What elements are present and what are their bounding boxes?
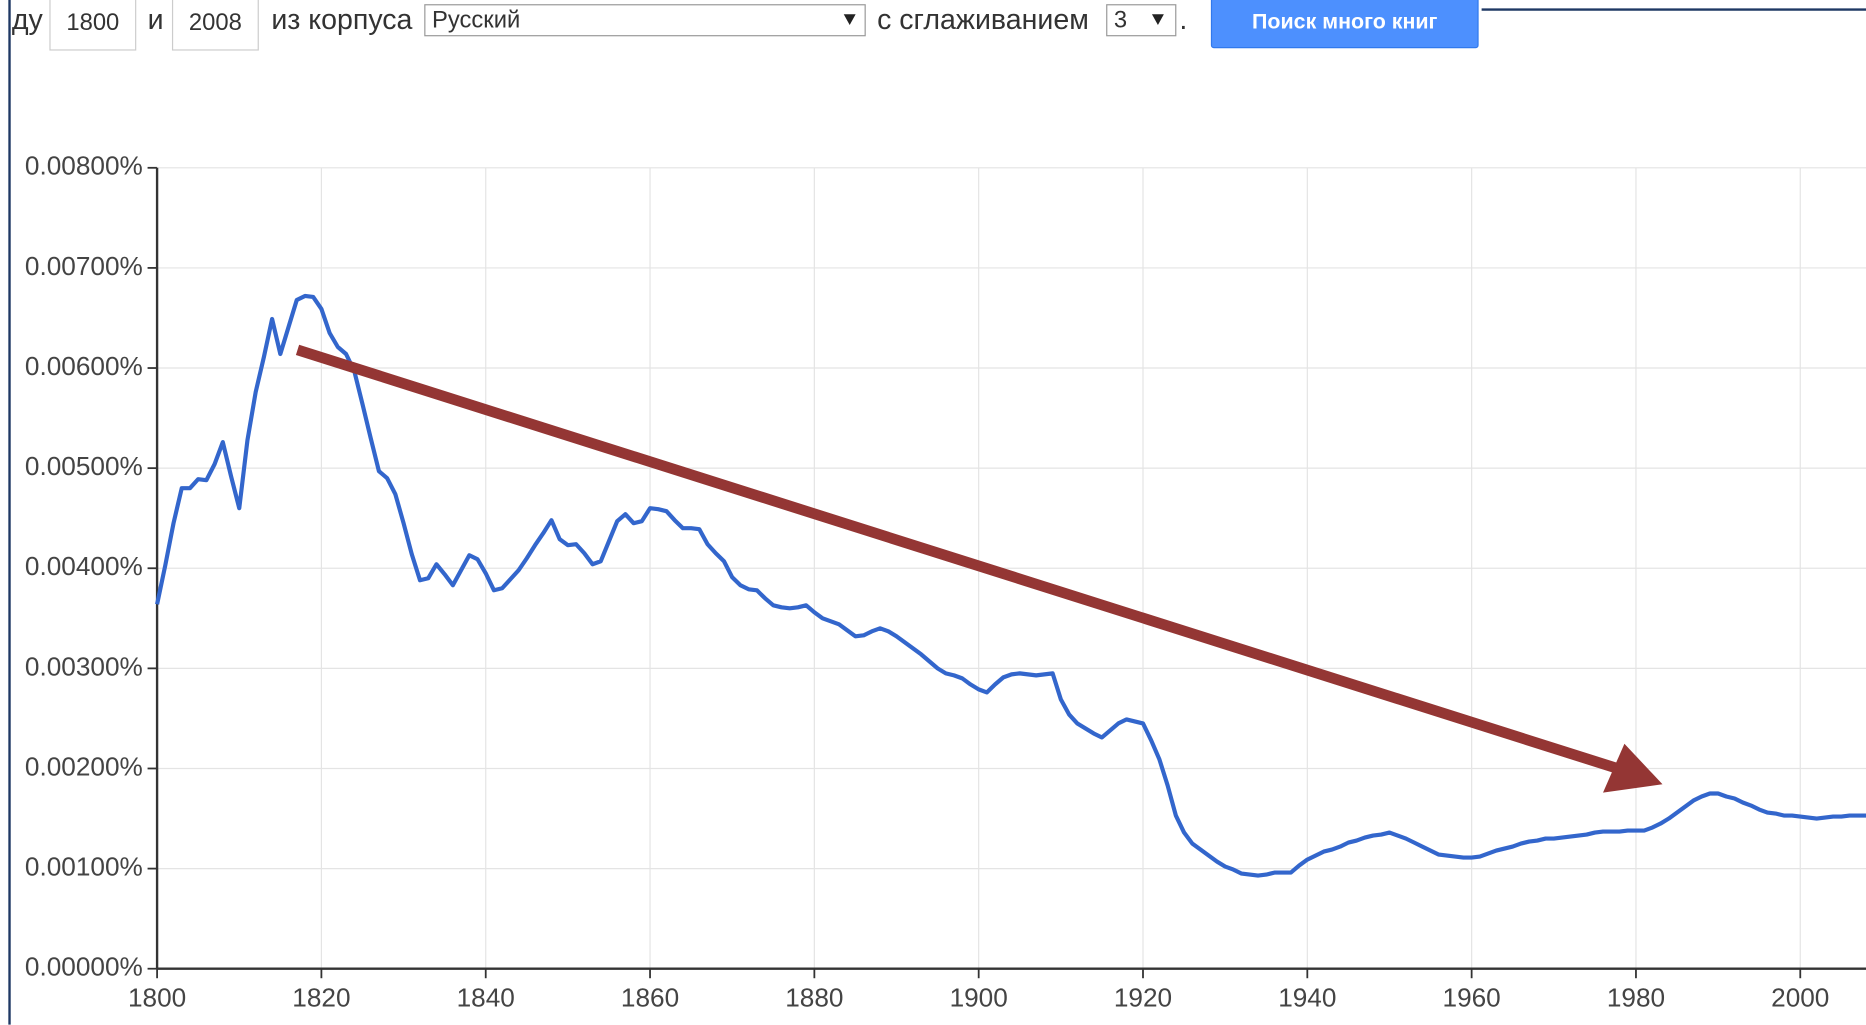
x-tick-label: 1800: [128, 983, 186, 1013]
x-tick-label: 1820: [292, 983, 350, 1013]
year-from-input[interactable]: [49, 0, 137, 51]
y-tick-label: 0.00100%: [25, 852, 143, 882]
trend-arrow: [295, 344, 1663, 793]
smoothing-value: 3: [1114, 7, 1127, 34]
dropdown-arrow: [843, 14, 856, 25]
x-tick-label: 1860: [621, 983, 679, 1013]
y-tick-label: 0.00500%: [25, 451, 143, 481]
search-button[interactable]: [1210, 0, 1479, 49]
label: из корпуса: [271, 4, 412, 36]
y-tick-label: 0.00200%: [25, 751, 143, 781]
year-to-value: 2008: [189, 9, 242, 36]
x-tick-label: 2000: [1771, 983, 1829, 1013]
data-line: [155, 293, 1866, 878]
x-tick-label: 1880: [785, 983, 843, 1013]
label: ду: [12, 4, 44, 36]
y-tick-label: 0.00600%: [25, 351, 143, 381]
x-tick-label: 1960: [1443, 983, 1501, 1013]
y-tick-label: 0.00800%: [25, 151, 143, 181]
x-tick-label: 1940: [1278, 983, 1336, 1013]
corpus-value: Русский: [432, 7, 520, 34]
label: .: [1179, 4, 1187, 36]
x-tick-label: 1840: [457, 983, 515, 1013]
x-tick-label: 1900: [950, 983, 1008, 1013]
y-tick-label: 0.00000%: [25, 952, 143, 982]
arrow-head: [1602, 743, 1663, 793]
year-to-input[interactable]: [171, 0, 259, 51]
plot: 0.00000% 0.00100% 0.00200% 0.00300% 0.00400%…: [25, 151, 1866, 1013]
y-tick-label: 0.00400%: [25, 551, 143, 581]
smoothing-select[interactable]: [1106, 4, 1177, 37]
y-tick-label: 0.00700%: [25, 251, 143, 281]
year-from-value: 1800: [66, 9, 119, 36]
x-tick-label: 1980: [1607, 983, 1665, 1013]
label: и: [148, 4, 164, 36]
y-tick-label: 0.00300%: [25, 651, 143, 681]
dropdown-arrow: [1151, 14, 1164, 25]
search-button-label: Поиск много книг: [1252, 9, 1437, 33]
query-bar: ду 1800 и 2008 из корпуса Русский с сгла…: [12, 0, 1479, 51]
x-tick-label: 1920: [1114, 983, 1172, 1013]
corpus-select[interactable]: [424, 4, 866, 37]
arrow-shaft: [295, 344, 1621, 774]
label: с сглаживанием: [877, 4, 1089, 36]
